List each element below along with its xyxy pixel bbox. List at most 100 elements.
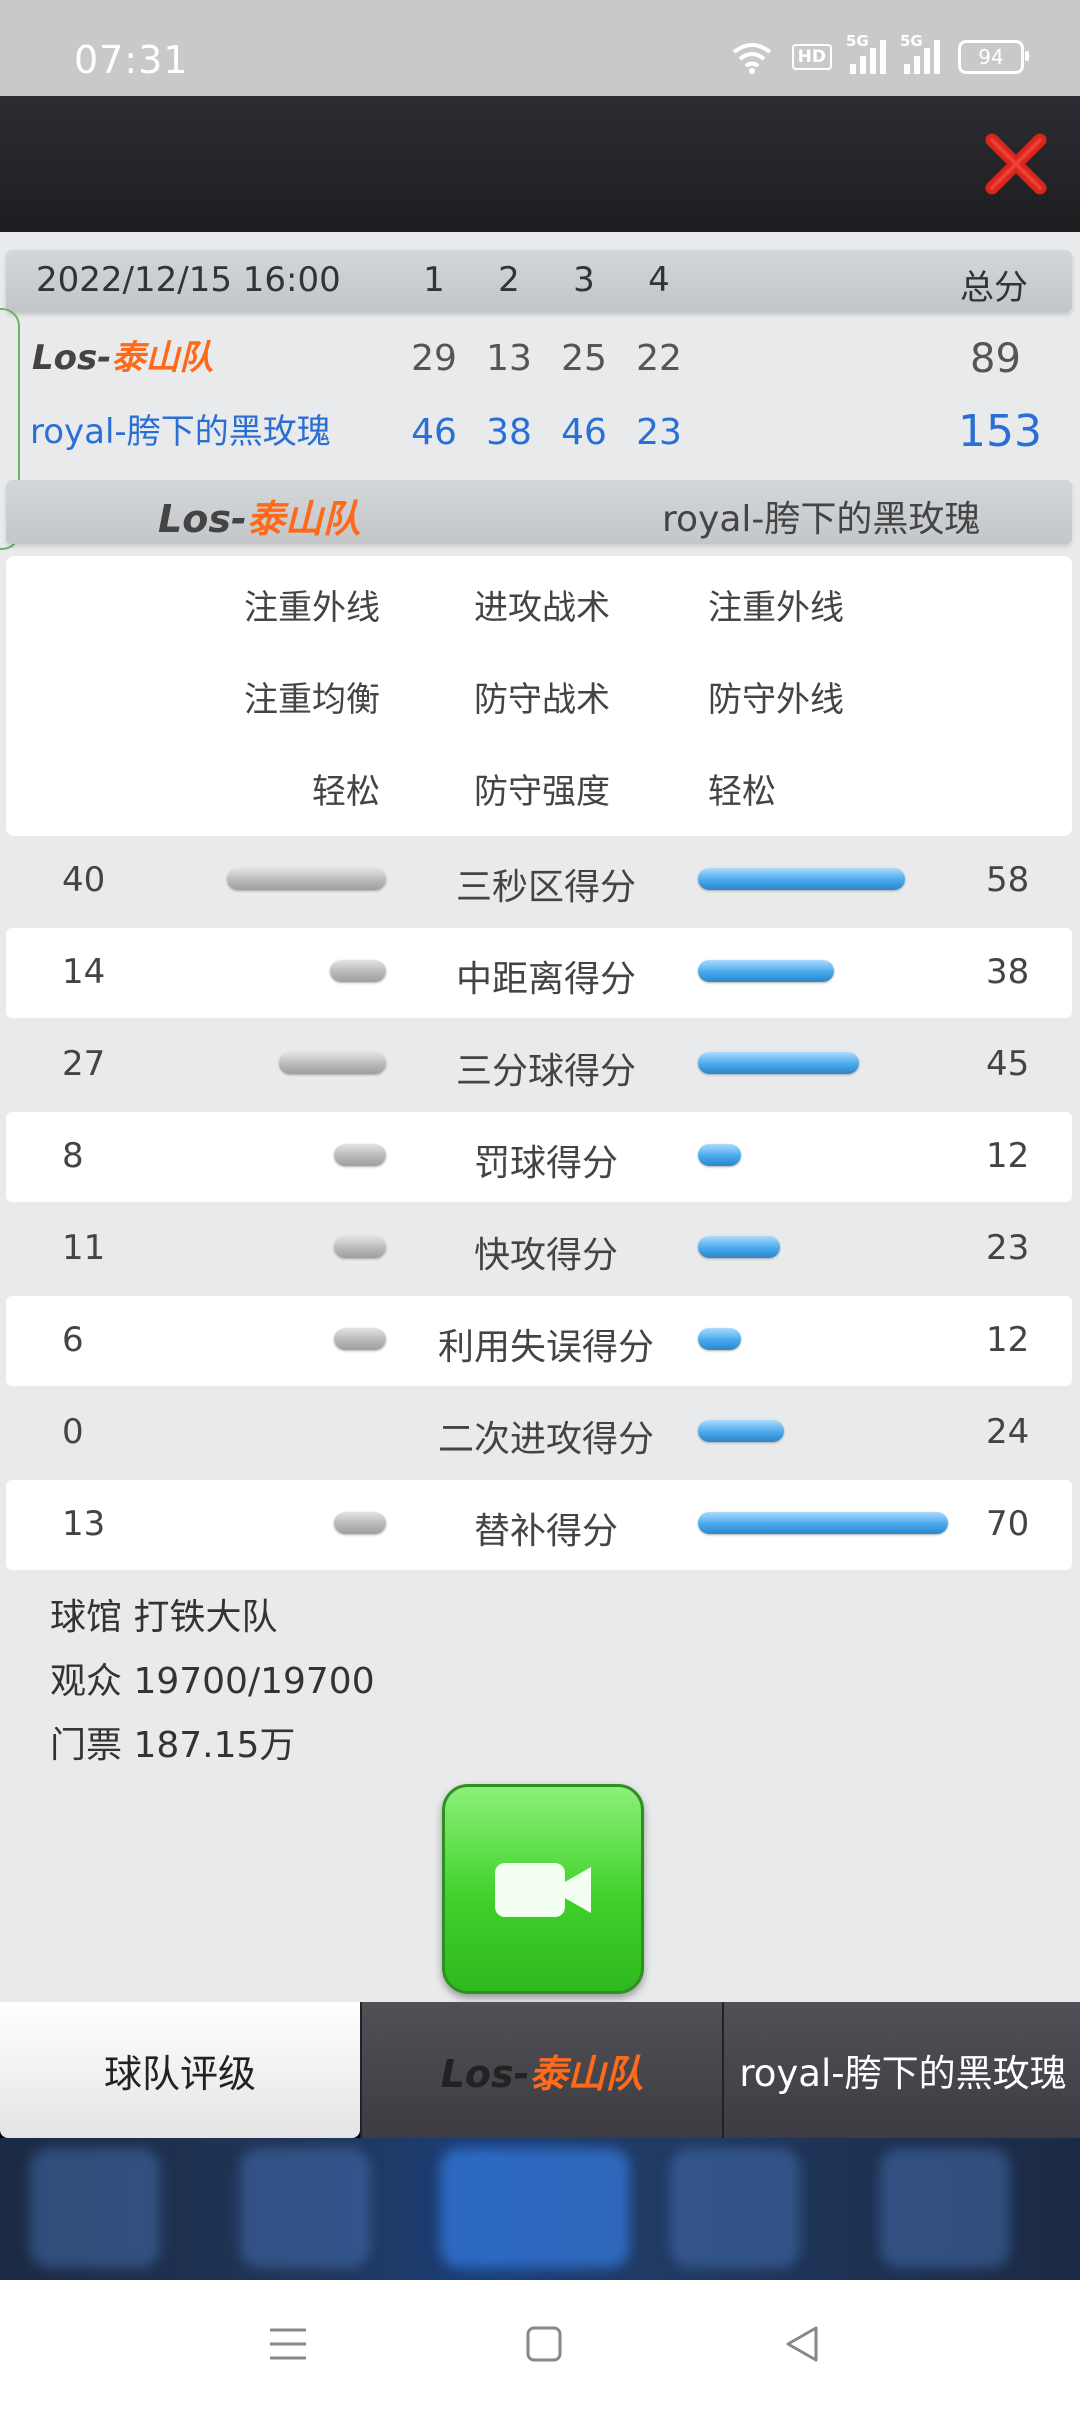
stat-team-b-value: 70 [986,1504,1030,1544]
scoreboard-row-team-a: Los-泰山队 29 13 25 22 89 [6,322,1072,392]
tab-team-rating[interactable]: 球队评级 [0,2002,360,2138]
stat-bar-team-a [330,960,386,982]
stat-team-b-value: 45 [986,1044,1030,1084]
menu-icon[interactable] [266,2324,310,2364]
status-bar: 07:31 HD 5G 5G 94 [0,0,1080,96]
tactic-team-a-offense: 注重外线 [244,588,380,628]
battery-icon: 94 [958,40,1029,74]
team-a-q2: 13 [486,338,532,379]
status-time: 07:31 [74,38,189,82]
stat-bar-team-a [279,1052,386,1074]
tactic-team-a-intensity: 轻松 [312,772,380,812]
quarter-3-label: 3 [573,260,595,300]
stat-bar-team-a [227,868,386,890]
team-a-total: 89 [970,336,1021,382]
stat-bar-team-a [334,1144,386,1166]
video-replay-button[interactable] [442,1784,644,1994]
signal-icon-2: 5G [900,32,940,74]
home-icon[interactable] [524,2324,564,2364]
hd-badge: HD [791,44,832,70]
audience-info: 观众 19700/19700 [50,1661,375,1702]
stat-label: 二次进攻得分 [437,1419,654,1460]
signal-icon: 5G [846,32,886,74]
stat-bar-team-b [698,1236,780,1258]
stat-bar-team-b [698,1420,784,1442]
stat-label: 替补得分 [473,1511,618,1552]
stat-bar-team-b [698,1052,859,1074]
stat-team-a-value: 0 [62,1412,84,1452]
stat-team-a-value: 11 [62,1228,106,1268]
stat-bar-team-b [698,960,834,982]
tactic-label-intensity: 防守强度 [474,772,610,812]
wifi-icon [732,43,771,74]
stat-team-a-value: 6 [62,1320,84,1360]
teams-bar-team-b: royal-胯下的黑玫瑰 [662,499,981,540]
quarter-1-label: 1 [423,260,445,300]
stat-bar-team-b [698,868,905,890]
stat-row: 14 中距离得分 38 [6,928,1072,1018]
tab-team-b[interactable]: royal-胯下的黑玫瑰 [722,2002,1080,2138]
stat-bar-team-b [698,1144,741,1166]
stat-label: 罚球得分 [473,1143,618,1184]
stat-team-b-value: 12 [986,1320,1030,1360]
status-icons: HD 5G 5G 94 [730,32,1029,74]
stat-row: 0 二次进攻得分 24 [6,1388,1072,1478]
team-b-q4: 23 [636,412,682,453]
stat-team-b-value: 38 [986,952,1030,992]
tactic-label-defense: 防守战术 [474,680,610,720]
header-bar [0,96,1080,232]
team-b-total: 153 [958,406,1042,457]
stat-row: 40 三秒区得分 58 [6,836,1072,926]
stat-label: 利用失误得分 [437,1327,654,1368]
stat-label: 三分球得分 [455,1051,636,1092]
stat-label: 三秒区得分 [455,867,636,908]
team-b-name: royal-胯下的黑玫瑰 [30,412,331,452]
team-a-q1: 29 [411,338,457,379]
video-camera-icon [495,1863,591,1917]
stat-team-b-value: 12 [986,1136,1030,1176]
arena-info: 球馆 打铁大队 [50,1597,278,1638]
tactic-team-b-defense: 防守外线 [708,680,844,720]
tactic-team-b-intensity: 轻松 [708,772,776,812]
stat-team-a-value: 13 [62,1504,106,1544]
team-b-q1: 46 [411,412,457,453]
team-a-q3: 25 [561,338,607,379]
close-icon[interactable] [982,130,1050,198]
tab-team-a[interactable]: Los-泰山队 [360,2002,722,2138]
stat-row: 11 快攻得分 23 [6,1204,1072,1294]
stat-bar-team-a [334,1236,386,1258]
stat-row: 13 替补得分 70 [6,1480,1072,1570]
quarter-4-label: 4 [648,260,670,300]
stat-label: 快攻得分 [473,1235,618,1276]
stat-bar-team-b [698,1512,948,1534]
stat-team-b-value: 23 [986,1228,1030,1268]
tactic-team-b-offense: 注重外线 [708,588,844,628]
total-label: 总分 [960,268,1028,308]
stat-bar-team-a [334,1512,386,1534]
back-icon[interactable] [782,2324,822,2364]
scoreboard-header: 2022/12/15 16:00 1 2 3 4 总分 [6,250,1072,312]
tactic-label-offense: 进攻战术 [474,588,610,628]
stat-team-a-value: 40 [62,860,106,900]
quarter-2-label: 2 [498,260,520,300]
stat-row: 6 利用失误得分 12 [6,1296,1072,1386]
stat-team-a-value: 8 [62,1136,84,1176]
stat-team-b-value: 24 [986,1412,1030,1452]
game-datetime: 2022/12/15 16:00 [36,260,341,300]
stat-team-a-value: 14 [62,952,106,992]
stat-row: 8 罚球得分 12 [6,1112,1072,1202]
ticket-info: 门票 187.15万 [50,1725,296,1766]
teams-comparison-header: Los-泰山队 royal-胯下的黑玫瑰 [6,480,1072,544]
team-a-name: Los-泰山队 [32,338,214,378]
team-b-q2: 38 [486,412,532,453]
stat-team-a-value: 27 [62,1044,106,1084]
team-a-q4: 22 [636,338,682,379]
background-menu-blurred [0,2138,1080,2280]
system-nav-bar [0,2280,1080,2412]
teams-bar-team-a: Los-泰山队 [158,497,361,541]
stat-bar-team-a [334,1328,386,1350]
tactic-team-a-defense: 注重均衡 [244,680,380,720]
stat-bar-team-b [698,1328,741,1350]
stat-team-b-value: 58 [986,860,1030,900]
scoreboard-row-team-b: royal-胯下的黑玫瑰 46 38 46 23 153 [6,396,1072,470]
